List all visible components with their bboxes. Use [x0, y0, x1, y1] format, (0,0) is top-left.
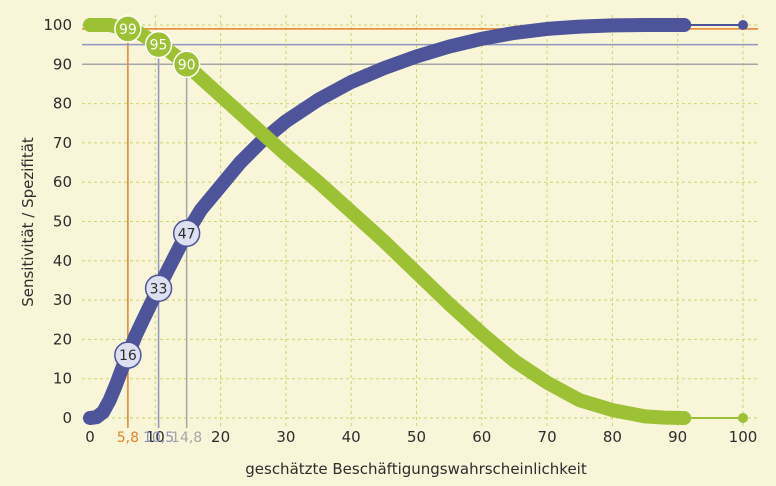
y-tick-label: 40	[53, 252, 72, 270]
reference-x-label: 14,8	[171, 430, 202, 446]
tick-labels: 0 10 20 30 40 50 60 70 80 90 100 0 10 20 30 40 50 60 70 80 9…	[43, 16, 757, 446]
y-tick-label: 70	[53, 134, 72, 152]
y-tick-label: 10	[53, 370, 72, 388]
x-tick-label: 100	[729, 428, 758, 446]
annotation-bubble	[144, 30, 173, 59]
x-tick-label: 10	[146, 428, 165, 446]
annotation-label: 90	[178, 57, 196, 73]
x-tick-label: 60	[472, 428, 491, 446]
reference-x-label: 10,5	[143, 430, 174, 446]
grid	[82, 15, 758, 428]
x-tick-label: 20	[211, 428, 230, 446]
series-end-point-1	[738, 413, 748, 423]
annotation-label: 47	[178, 226, 196, 242]
reference-x-label: 5,8	[117, 430, 139, 446]
annotation-label: 95	[150, 38, 168, 54]
y-tick-label: 60	[53, 173, 72, 191]
x-tick-label: 30	[276, 428, 295, 446]
annotation-label: 33	[150, 281, 168, 297]
y-tick-label: 50	[53, 213, 72, 231]
y-tick-label: 30	[53, 291, 72, 309]
y-tick-label: 0	[62, 409, 72, 427]
x-tick-label: 0	[85, 428, 95, 446]
y-axis-label: Sensitivität / Spezifität	[19, 137, 37, 307]
annotation-label: 99	[119, 22, 137, 38]
series-end-point-0	[738, 20, 748, 30]
annotations: 99 95 90 16 33 47	[114, 15, 201, 369]
y-tick-label: 100	[43, 16, 72, 34]
y-tick-label: 80	[53, 95, 72, 113]
annotation-bubble	[114, 15, 142, 43]
x-tick-label: 90	[668, 428, 687, 446]
annotation-label: 16	[119, 348, 137, 364]
x-tick-label: 80	[603, 428, 622, 446]
x-axis-label: geschätzte Beschäftigungswahrscheinlichk…	[245, 460, 587, 478]
annotation-bubble	[114, 341, 142, 369]
annotation-bubble	[172, 50, 201, 79]
x-tick-label: 70	[538, 428, 557, 446]
y-tick-label: 90	[53, 55, 72, 73]
annotation-bubble	[172, 219, 201, 248]
x-tick-label: 40	[342, 428, 361, 446]
annotation-bubble	[144, 274, 173, 303]
x-tick-label: 50	[407, 428, 426, 446]
y-tick-label: 20	[53, 330, 72, 348]
